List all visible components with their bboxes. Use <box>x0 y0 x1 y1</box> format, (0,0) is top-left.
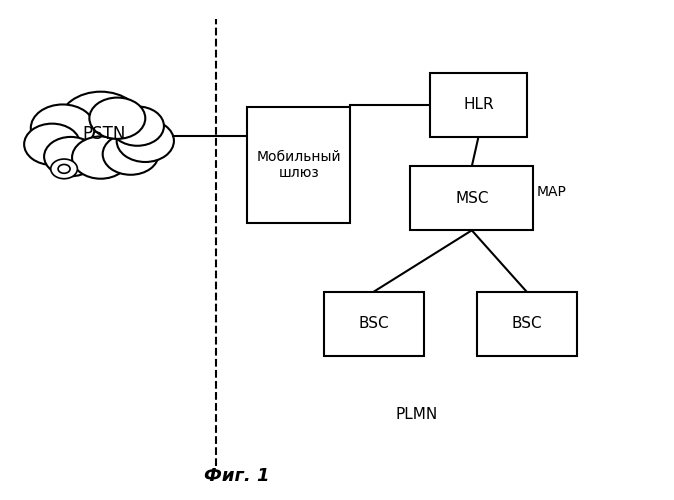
FancyBboxPatch shape <box>477 292 577 356</box>
Circle shape <box>72 136 129 178</box>
FancyBboxPatch shape <box>324 292 423 356</box>
Circle shape <box>102 134 158 175</box>
Circle shape <box>24 124 80 165</box>
Text: PLMN: PLMN <box>396 407 438 422</box>
Text: BSC: BSC <box>359 316 389 331</box>
Circle shape <box>58 164 70 173</box>
Text: MAP: MAP <box>537 185 567 199</box>
Circle shape <box>90 98 146 139</box>
Circle shape <box>59 92 142 152</box>
Text: BSC: BSC <box>512 316 542 331</box>
Circle shape <box>117 120 174 162</box>
FancyBboxPatch shape <box>247 108 350 223</box>
Text: HLR: HLR <box>463 98 494 112</box>
Circle shape <box>44 137 97 176</box>
FancyBboxPatch shape <box>430 73 526 137</box>
Circle shape <box>51 159 78 178</box>
Text: Фиг. 1: Фиг. 1 <box>204 467 270 485</box>
Circle shape <box>111 106 164 146</box>
Text: PSTN: PSTN <box>82 126 126 144</box>
FancyBboxPatch shape <box>410 166 533 230</box>
Circle shape <box>31 104 95 152</box>
Text: MSC: MSC <box>455 191 489 206</box>
Text: Мобильный
шлюз: Мобильный шлюз <box>256 150 341 180</box>
